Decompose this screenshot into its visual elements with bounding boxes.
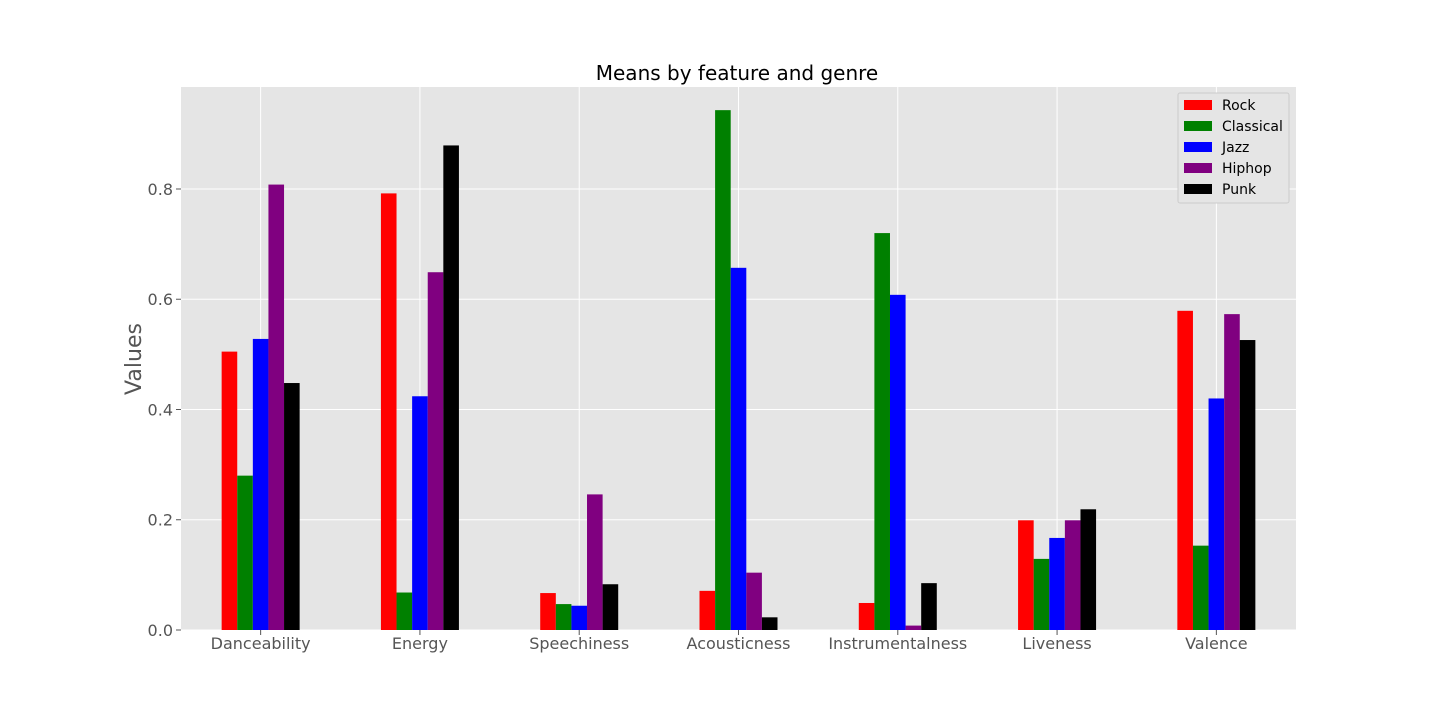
bar-punk-danceability <box>284 383 300 630</box>
bar-jazz-danceability <box>252 338 269 630</box>
bar-punk-speechiness <box>602 584 619 630</box>
bar-rock-energy <box>380 193 397 630</box>
bar-jazz-valence <box>1208 398 1225 630</box>
bar-hiphop-instrumentalness <box>905 625 922 630</box>
legend-swatch-punk <box>1184 184 1212 194</box>
bar-jazz-liveness <box>1049 537 1065 630</box>
bar-rock-acousticness <box>699 590 716 630</box>
bar-hiphop-valence <box>1224 314 1240 630</box>
bar-classical-danceability <box>237 475 253 630</box>
bar-classical-liveness <box>1033 558 1050 630</box>
bar-classical-valence <box>1192 545 1209 630</box>
x-tick-label: Valence <box>1185 634 1248 653</box>
bar-jazz-speechiness <box>571 605 588 630</box>
bar-rock-instrumentalness <box>858 602 875 630</box>
legend-swatch-hiphop <box>1184 163 1212 173</box>
chart-title: Means by feature and genre <box>596 61 878 85</box>
x-tick-label: Danceability <box>211 634 311 653</box>
bar-rock-valence <box>1177 310 1193 630</box>
plot-area: 0.0 0.2 0.4 0.6 0.8 Danceability Energy Speechi… <box>148 87 1296 653</box>
legend-label-jazz: Jazz <box>1221 140 1249 156</box>
bar-rock-liveness <box>1018 520 1034 630</box>
bar-classical-energy <box>396 592 413 630</box>
legend-label-hiphop: Hiphop <box>1222 161 1272 177</box>
y-tick-label: 0.2 <box>148 511 173 530</box>
y-axis-label: Values <box>122 323 147 395</box>
legend-label-classical: Classical <box>1222 119 1283 135</box>
legend-label-rock: Rock <box>1222 98 1256 114</box>
bar-classical-acousticness <box>715 110 731 630</box>
x-tick-label: Liveness <box>1022 634 1091 653</box>
x-tick-label: Instrumentalness <box>828 634 967 653</box>
y-tick-label: 0.4 <box>148 400 173 419</box>
legend-box <box>1177 92 1290 204</box>
legend-swatch-rock <box>1184 100 1212 110</box>
bar-hiphop-energy <box>427 272 444 630</box>
bar-hiphop-liveness <box>1064 520 1081 630</box>
bar-hiphop-acousticness <box>746 572 762 630</box>
bar-punk-energy <box>443 145 459 631</box>
legend: Rock Classical Jazz Hiphop Punk <box>1177 92 1290 204</box>
bar-punk-acousticness <box>761 617 778 630</box>
bar-classical-speechiness <box>555 604 572 630</box>
y-tick-label: 0.6 <box>148 290 173 309</box>
x-tick-label: Speechiness <box>529 634 629 653</box>
bar-jazz-acousticness <box>730 267 747 630</box>
bar-punk-instrumentalness <box>921 583 937 630</box>
legend-swatch-classical <box>1184 121 1212 131</box>
legend-label-punk: Punk <box>1222 182 1257 198</box>
legend-swatch-jazz <box>1184 142 1212 152</box>
bar-jazz-instrumentalness <box>889 294 906 630</box>
y-tick-label: 0.8 <box>148 180 173 199</box>
x-tick-label: Energy <box>392 634 448 653</box>
bar-jazz-energy <box>412 396 428 630</box>
x-tick-label: Acousticness <box>687 634 791 653</box>
bar-hiphop-speechiness <box>587 494 603 630</box>
bar-rock-speechiness <box>540 593 556 630</box>
y-tick-label: 0.0 <box>148 621 173 640</box>
bar-rock-danceability <box>221 351 238 630</box>
bar-punk-liveness <box>1080 509 1097 630</box>
bar-punk-valence <box>1239 340 1256 630</box>
bar-hiphop-danceability <box>268 184 285 630</box>
bar-classical-instrumentalness <box>874 233 890 630</box>
